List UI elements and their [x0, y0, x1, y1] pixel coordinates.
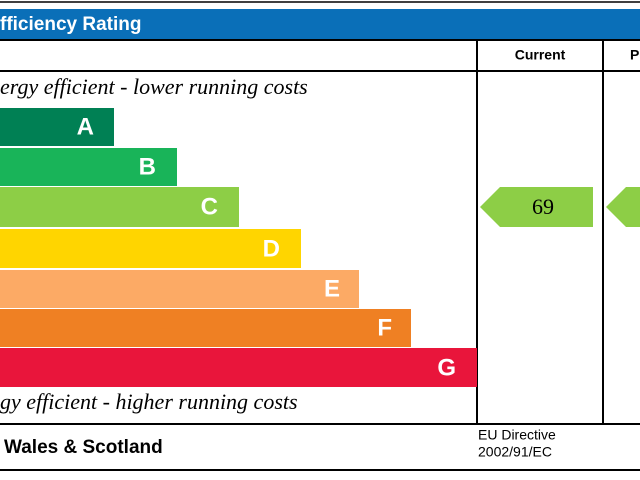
band: [0, 229, 301, 268]
band: [0, 108, 114, 146]
column-header: Current: [515, 47, 566, 63]
band-letter: E: [324, 275, 340, 302]
band-letter: F: [377, 314, 392, 341]
column-header: P: [630, 47, 639, 63]
band: [0, 187, 239, 227]
bottom-note: gy efficient - higher running costs: [0, 389, 298, 414]
potential-arrow: [606, 187, 640, 227]
band-letter: A: [77, 113, 94, 140]
footer-directive: 2002/91/EC: [478, 444, 552, 460]
band-letter: D: [263, 235, 280, 262]
current-arrow: [480, 187, 593, 227]
title: fficiency Rating: [0, 14, 141, 35]
band-letter: B: [139, 153, 156, 180]
band: [0, 270, 359, 308]
band: [0, 148, 177, 186]
top-note: ergy efficient - lower running costs: [0, 74, 308, 99]
current-rating: 69: [532, 194, 554, 219]
band-letter: G: [437, 354, 456, 381]
band-letter: C: [201, 193, 218, 220]
footer-region: Wales & Scotland: [4, 437, 163, 458]
band: [0, 309, 411, 347]
band: [0, 348, 477, 387]
title-bar: [0, 9, 640, 39]
footer-directive: EU Directive: [478, 427, 556, 443]
